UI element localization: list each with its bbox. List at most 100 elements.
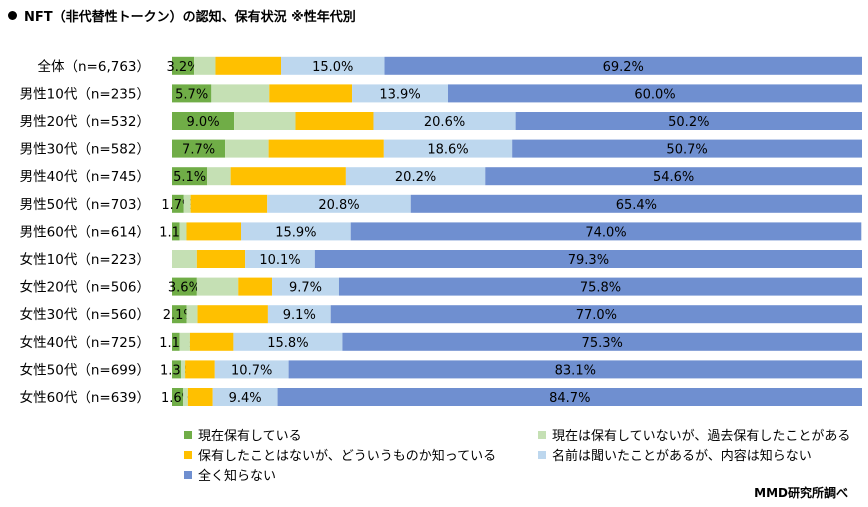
data-label: 83.1% <box>555 363 596 378</box>
bar-segment-series-4 <box>373 112 516 130</box>
bar-segment-series-1 <box>172 360 181 379</box>
category-label: 男性40代（n=745） <box>20 169 150 185</box>
bar-segment-series-1 <box>172 388 184 406</box>
bar-segment-series-4 <box>214 360 289 379</box>
legend-swatch <box>184 451 192 459</box>
legend-label: 保有したことはないが、どういうものか知っている <box>198 449 497 464</box>
legend-label: 名前は聞いたことがあるが、内容は知らない <box>552 449 812 464</box>
bar-segment-series-2 <box>225 139 269 158</box>
bar-segment-series-5 <box>277 388 862 406</box>
category-label: 全体（n=6,763） <box>37 58 150 75</box>
data-label: 69.2% <box>603 60 644 75</box>
bar-segment-series-5 <box>338 277 863 296</box>
bar-segment-series-4 <box>267 194 411 213</box>
data-label: 74.0% <box>585 225 626 240</box>
bar-segment-series-5 <box>384 56 862 75</box>
bar-segment-series-4 <box>241 222 351 241</box>
bar-segment-series-4 <box>272 277 339 296</box>
data-label: 75.8% <box>580 281 621 296</box>
bar-segment-series-4 <box>281 56 385 75</box>
bar-segment-series-5 <box>410 194 862 213</box>
category-label: 女性20代（n=506） <box>20 279 150 296</box>
bar-segment-series-2 <box>211 84 270 103</box>
legend-swatch <box>184 471 192 479</box>
data-label: 9.7% <box>289 281 322 296</box>
data-label: 9.1% <box>283 308 316 323</box>
legend-swatch <box>538 451 546 459</box>
bar-segment-series-3 <box>230 167 346 186</box>
bar-segment-series-3 <box>187 388 213 406</box>
category-label: 女性50代（n=699） <box>20 361 150 378</box>
bar-segment-series-1 <box>172 194 184 213</box>
bar-segment-series-2 <box>180 360 186 379</box>
data-label: 50.2% <box>668 115 709 130</box>
bar-segment-series-5 <box>330 305 862 324</box>
data-label: 18.6% <box>427 143 468 158</box>
chart-title: NFT（非代替性トークン）の認知、保有状況 ※性年代別 <box>8 6 356 25</box>
legend-item: 名前は聞いたことがあるが、内容は知らない <box>538 445 812 464</box>
legend-item: 全く知らない <box>184 465 276 484</box>
data-label: 54.6% <box>653 170 694 185</box>
category-label: 男性60代（n=614） <box>20 224 150 240</box>
category-label: 男性30代（n=582） <box>20 142 150 158</box>
bar-segment-series-4 <box>245 250 315 268</box>
bar-segment-series-3 <box>190 194 268 213</box>
bar-segment-series-4 <box>383 139 513 158</box>
bar-segment-series-4 <box>233 332 343 351</box>
bar-segment-series-2 <box>234 112 296 130</box>
category-label: 男性20代（n=532） <box>20 114 150 130</box>
legend-label: 全く知らない <box>198 469 277 484</box>
chart-title-text: NFT（非代替性トークン）の認知、保有状況 ※性年代別 <box>24 10 356 25</box>
data-label: 9.0% <box>187 115 220 130</box>
bar-segment-series-5 <box>350 222 862 241</box>
data-label: 13.9% <box>379 87 420 102</box>
bar-segment-series-1 <box>172 305 187 324</box>
data-label: 20.8% <box>318 198 359 213</box>
bar-segment-series-5 <box>512 139 862 158</box>
bar-segment-series-5 <box>314 250 863 268</box>
bar-segment-series-5 <box>342 332 862 351</box>
bar-segment-series-5 <box>515 112 862 130</box>
data-label: 79.3% <box>568 253 609 268</box>
bar-segment-series-3 <box>215 56 282 75</box>
data-label: 77.0% <box>576 308 617 323</box>
data-label: 75.3% <box>582 336 623 351</box>
bar-segment-series-2 <box>196 277 239 296</box>
legend-label: 現在保有している <box>198 429 302 444</box>
data-label: 15.8% <box>267 336 308 351</box>
bar-segment-series-2 <box>183 388 188 406</box>
bar-segment-series-3 <box>185 360 215 379</box>
bar-segment-series-1 <box>172 167 208 186</box>
category-label: 女性40代（n=725） <box>20 334 150 351</box>
data-label: 50.7% <box>666 143 707 158</box>
data-label: 10.7% <box>231 363 272 378</box>
bar-segment-series-1 <box>172 222 180 241</box>
bar-segment-series-2 <box>194 56 216 75</box>
bar-segment-series-1 <box>172 332 180 351</box>
data-label: 65.4% <box>616 198 657 213</box>
bar-segment-series-3 <box>295 112 374 130</box>
data-label: 5.1% <box>173 170 206 185</box>
bar-segment-series-4 <box>267 305 331 324</box>
legend-swatch <box>538 431 546 439</box>
bar-segment-series-1 <box>172 139 226 158</box>
category-label: 女性60代（n=639） <box>20 389 150 406</box>
bar-segment-series-2 <box>186 305 198 324</box>
bar-segment-series-2 <box>179 332 190 351</box>
category-label: 男性50代（n=703） <box>20 197 150 213</box>
bar-segment-series-2 <box>179 222 187 241</box>
bar-segment-series-3 <box>186 222 241 241</box>
bar-segment-series-3 <box>196 250 246 268</box>
legend-item: 現在保有している <box>184 425 302 444</box>
data-label: 3.2% <box>167 60 200 75</box>
data-label: 3.6% <box>168 281 201 296</box>
bullet-icon <box>8 11 17 20</box>
data-label: 15.9% <box>275 225 316 240</box>
bar-segment-series-4 <box>212 388 278 406</box>
data-label: 7.7% <box>182 143 215 158</box>
data-label: 20.6% <box>424 115 465 130</box>
bar-segment-series-5 <box>448 84 862 103</box>
bar-segment-series-3 <box>268 139 384 158</box>
bar-segment-series-3 <box>269 84 353 103</box>
category-label: 男性10代（n=235） <box>20 86 150 102</box>
